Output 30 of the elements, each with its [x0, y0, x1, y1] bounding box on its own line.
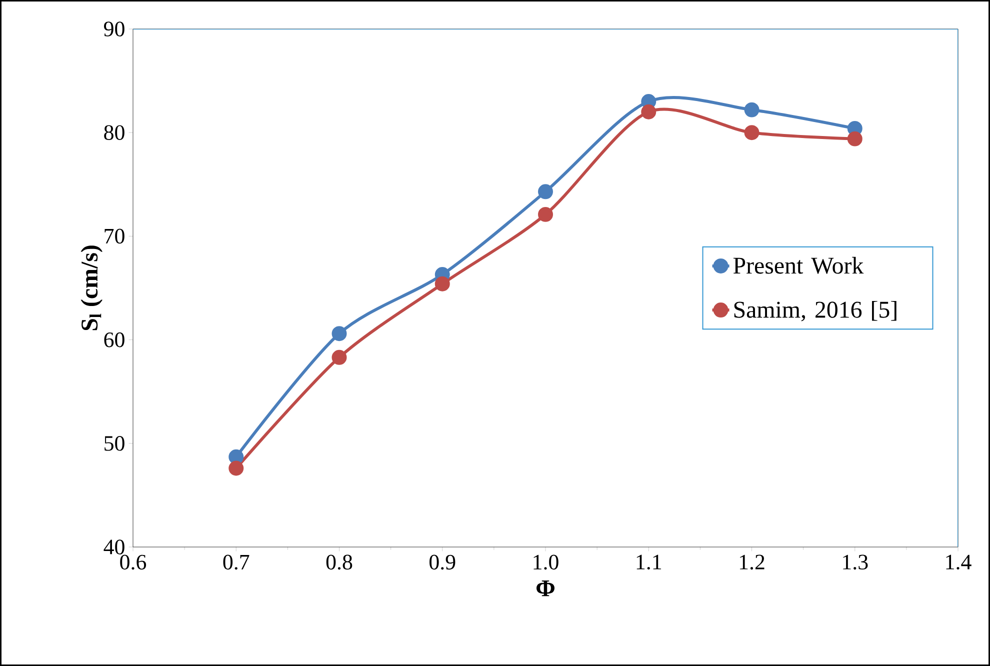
- point: [744, 125, 760, 140]
- x-axis-title: Φ: [536, 580, 554, 596]
- x-tick-label: 1.3: [843, 554, 868, 570]
- x-tick-label: 0.9: [430, 554, 456, 570]
- x-tick-label: 0.7: [223, 554, 250, 570]
- legend-label: Samim, 2016 [5]: [734, 300, 896, 322]
- y-tick-label: 80: [104, 125, 124, 140]
- point: [332, 326, 347, 342]
- point: [332, 350, 347, 365]
- y-tick-label: 70: [104, 228, 124, 244]
- x-tick-label: 1.4: [946, 554, 972, 570]
- y-tick-label: 90: [104, 22, 124, 36]
- x-tick-label: 1.1: [636, 554, 662, 570]
- point: [228, 460, 244, 476]
- y-tick-label: 50: [104, 436, 124, 451]
- x-tick-label: 0.6: [120, 554, 146, 570]
- point: [538, 206, 553, 222]
- y-tick-label: 40: [104, 540, 124, 554]
- point: [538, 184, 553, 200]
- x-tick-label: 1.0: [534, 554, 558, 570]
- point: [641, 104, 656, 120]
- point: [847, 131, 862, 146]
- point: [744, 102, 760, 118]
- legend-label: Present Work: [733, 256, 864, 274]
- y-tick-label: 60: [104, 332, 124, 348]
- x-tick-label: 0.8: [326, 554, 352, 570]
- point: [228, 449, 244, 464]
- x-tick-label: 1.2: [740, 554, 764, 570]
- point: [434, 276, 450, 292]
- y-axis-title: S$_{l}$ (cm/s): [80, 246, 102, 330]
